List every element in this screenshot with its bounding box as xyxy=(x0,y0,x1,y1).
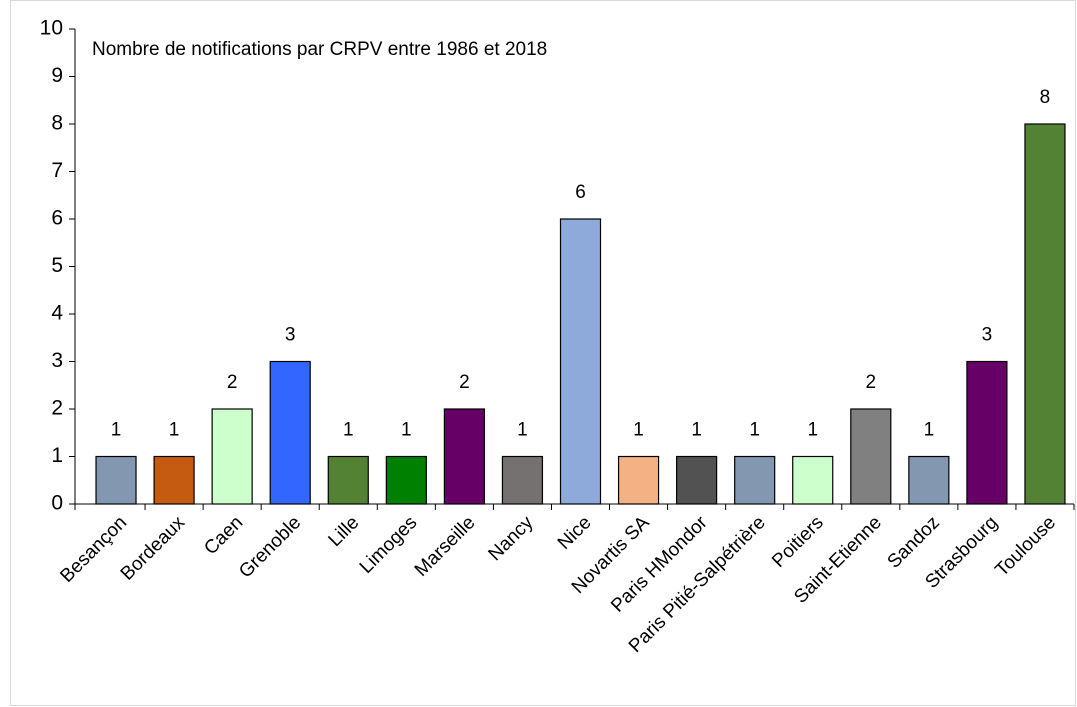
y-tick-label: 6 xyxy=(51,207,63,230)
value-label: 1 xyxy=(807,420,818,441)
value-label: 3 xyxy=(982,325,993,346)
value-label: 2 xyxy=(227,372,238,393)
y-tick-label: 5 xyxy=(51,254,63,277)
y-tick-label: 9 xyxy=(51,64,63,87)
bar xyxy=(734,455,776,505)
bar xyxy=(850,408,892,505)
chart-title: Nombre de notifications par CRPV entre 1… xyxy=(92,39,547,60)
value-label: 1 xyxy=(401,420,412,441)
value-label: 3 xyxy=(285,325,296,346)
x-tick-label: Poitiers xyxy=(768,512,828,572)
x-tick-label: Lille xyxy=(325,512,364,551)
value-label: 1 xyxy=(633,420,644,441)
bar xyxy=(792,455,834,505)
bar xyxy=(1024,123,1066,505)
y-tick-label: 7 xyxy=(51,159,63,182)
y-tick-label: 10 xyxy=(40,17,63,40)
bar xyxy=(559,218,602,505)
value-label: 6 xyxy=(575,182,586,203)
bar xyxy=(617,455,660,505)
x-tick-label: Toulouse xyxy=(991,512,1060,581)
x-tick-label: Caen xyxy=(200,512,247,559)
value-label: 1 xyxy=(111,420,122,441)
y-tick-label: 1 xyxy=(51,444,63,467)
bar xyxy=(966,360,1008,505)
x-tick-label: Nancy xyxy=(485,512,538,565)
value-label: 1 xyxy=(517,420,528,441)
value-label: 8 xyxy=(1040,87,1051,108)
y-tick-label: 4 xyxy=(51,302,63,325)
y-tick-label: 2 xyxy=(51,397,63,420)
y-tick-label: 0 xyxy=(51,492,63,515)
value-label: 1 xyxy=(749,420,760,441)
value-label: 1 xyxy=(691,420,702,441)
bar xyxy=(385,455,427,505)
bar xyxy=(501,455,544,505)
y-tick-label: 3 xyxy=(51,349,63,372)
x-tick-label: Marseille xyxy=(411,512,480,581)
bar xyxy=(153,455,195,505)
x-tick-label: Grenoble xyxy=(235,512,305,582)
value-label: 1 xyxy=(169,420,180,441)
bar xyxy=(908,455,950,505)
y-tick-label: 8 xyxy=(51,112,63,135)
bar xyxy=(327,455,369,505)
value-label: 2 xyxy=(866,372,877,393)
x-tick-label: Bordeaux xyxy=(117,512,190,585)
bar xyxy=(443,408,485,505)
bar xyxy=(95,455,137,505)
bar xyxy=(211,408,253,505)
bar xyxy=(676,455,718,505)
value-label: 1 xyxy=(924,420,935,441)
value-label: 1 xyxy=(343,420,354,441)
bar xyxy=(269,360,311,505)
x-tick-label: Nice xyxy=(554,512,596,554)
value-label: 2 xyxy=(459,372,470,393)
x-tick-label: Besançon xyxy=(57,512,132,587)
chart-frame xyxy=(10,0,1076,706)
